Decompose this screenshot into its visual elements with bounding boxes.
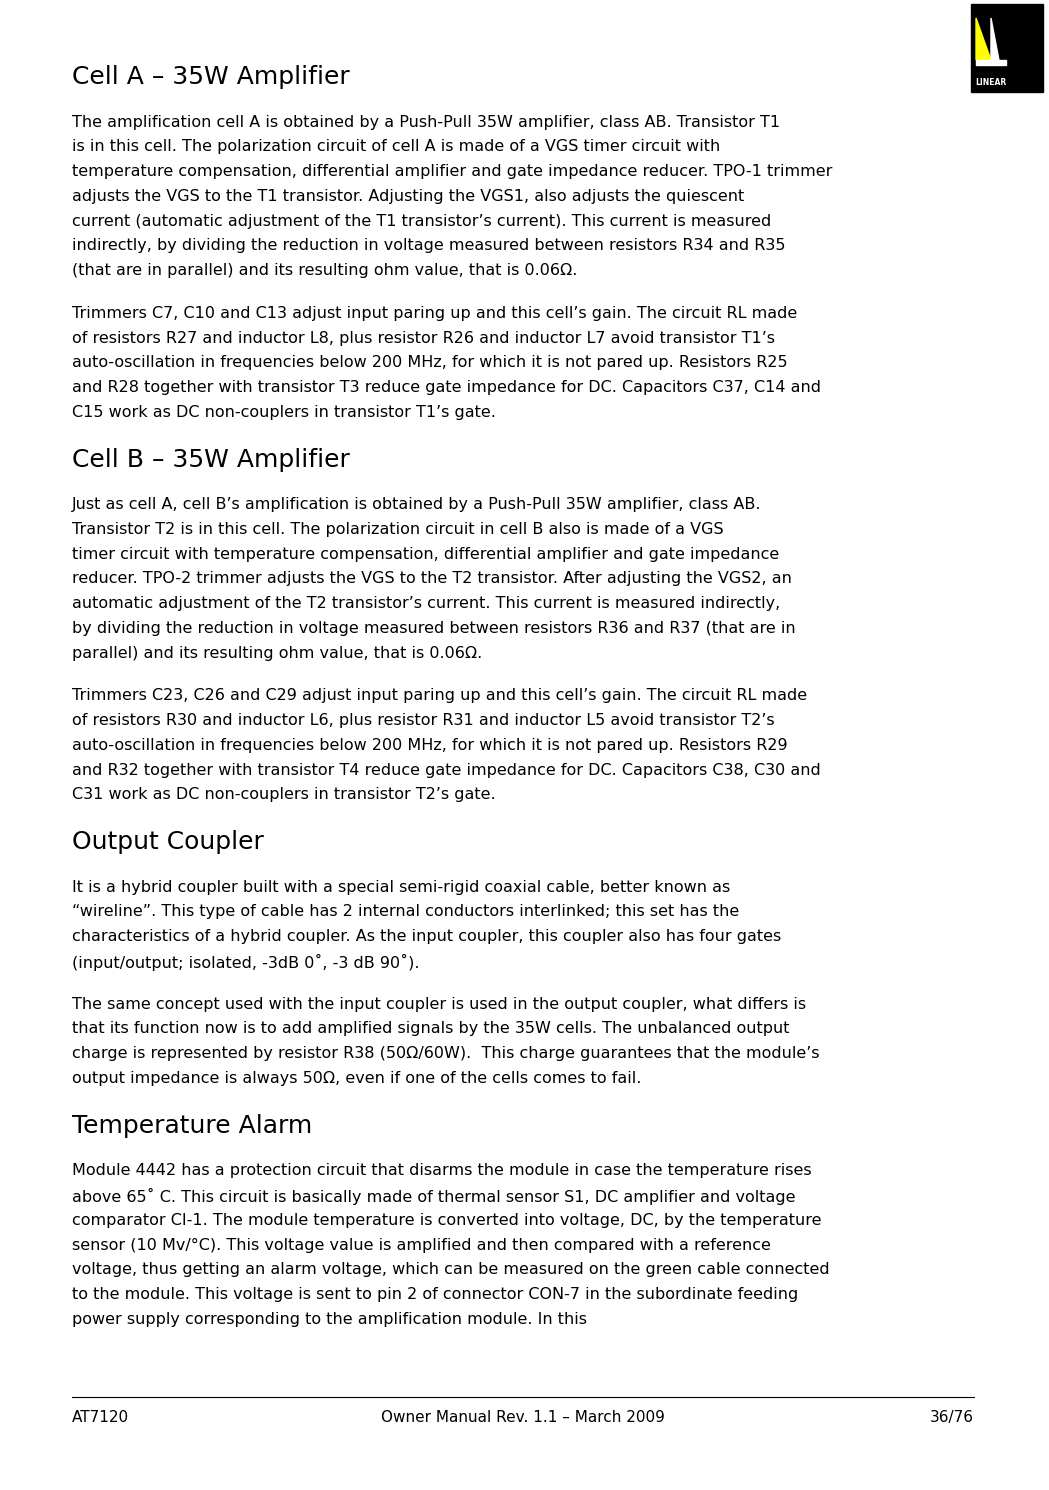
- Text: parallel) and its resulting ohm value, that is 0.06Ω.: parallel) and its resulting ohm value, t…: [71, 645, 483, 660]
- Text: (that are in parallel) and its resulting ohm value, that is 0.06Ω.: (that are in parallel) and its resulting…: [71, 264, 577, 279]
- Text: by dividing the reduction in voltage measured between resistors R36 and R37 (tha: by dividing the reduction in voltage mea…: [71, 621, 795, 636]
- Text: “wireline”. This type of cable has 2 internal conductors interlinked; this set h: “wireline”. This type of cable has 2 int…: [71, 904, 740, 919]
- Text: characteristics of a hybrid coupler. As the input coupler, this coupler also has: characteristics of a hybrid coupler. As …: [71, 930, 782, 945]
- Text: C31 work as DC non-couplers in transistor T2’s gate.: C31 work as DC non-couplers in transisto…: [71, 787, 495, 803]
- Polygon shape: [991, 18, 999, 60]
- Text: Trimmers C7, C10 and C13 adjust input paring up and this cell’s gain. The circui: Trimmers C7, C10 and C13 adjust input pa…: [71, 305, 797, 320]
- Text: that its function now is to add amplified signals by the 35W cells. The unbalanc: that its function now is to add amplifie…: [71, 1022, 789, 1037]
- Text: auto-oscillation in frequencies below 200 MHz, for which it is not pared up. Res: auto-oscillation in frequencies below 20…: [71, 738, 788, 752]
- Text: (input/output; isolated, -3dB 0˚, -3 dB 90˚).: (input/output; isolated, -3dB 0˚, -3 dB …: [71, 954, 420, 971]
- Text: of resistors R30 and inductor L6, plus resistor R31 and inductor L5 avoid transi: of resistors R30 and inductor L6, plus r…: [71, 714, 774, 729]
- Text: Trimmers C23, C26 and C29 adjust input paring up and this cell’s gain. The circu: Trimmers C23, C26 and C29 adjust input p…: [71, 688, 807, 703]
- Text: automatic adjustment of the T2 transistor’s current. This current is measured in: automatic adjustment of the T2 transisto…: [71, 596, 780, 611]
- Text: Transistor T2 is in this cell. The polarization circuit in cell B also is made o: Transistor T2 is in this cell. The polar…: [71, 522, 724, 536]
- Text: reducer. TPO-2 trimmer adjusts the VGS to the T2 transistor. After adjusting the: reducer. TPO-2 trimmer adjusts the VGS t…: [71, 571, 792, 587]
- Text: and R32 together with transistor T4 reduce gate impedance for DC. Capacitors C38: and R32 together with transistor T4 redu…: [71, 763, 820, 778]
- Text: Cell A – 35W Amplifier: Cell A – 35W Amplifier: [71, 66, 349, 89]
- Text: of resistors R27 and inductor L8, plus resistor R26 and inductor L7 avoid transi: of resistors R27 and inductor L8, plus r…: [71, 331, 775, 346]
- Text: The amplification cell A is obtained by a Push-Pull 35W amplifier, class AB. Tra: The amplification cell A is obtained by …: [71, 115, 779, 130]
- Text: The same concept used with the input coupler is used in the output coupler, what: The same concept used with the input cou…: [71, 997, 806, 1012]
- Text: timer circuit with temperature compensation, differential amplifier and gate imp: timer circuit with temperature compensat…: [71, 547, 779, 562]
- Polygon shape: [976, 18, 991, 60]
- Text: adjusts the VGS to the T1 transistor. Adjusting the VGS1, also adjusts the quies: adjusts the VGS to the T1 transistor. Ad…: [71, 189, 744, 204]
- Text: sensor (10 Mv/°C). This voltage value is amplified and then compared with a refe: sensor (10 Mv/°C). This voltage value is…: [71, 1238, 771, 1253]
- Text: auto-oscillation in frequencies below 200 MHz, for which it is not pared up. Res: auto-oscillation in frequencies below 20…: [71, 355, 788, 371]
- Text: comparator CI-1. The module temperature is converted into voltage, DC, by the te: comparator CI-1. The module temperature …: [71, 1213, 821, 1228]
- Bar: [971, 4, 1043, 92]
- Text: C15 work as DC non-couplers in transistor T1’s gate.: C15 work as DC non-couplers in transisto…: [71, 405, 496, 420]
- Text: to the module. This voltage is sent to pin 2 of connector CON-7 in the subordina: to the module. This voltage is sent to p…: [71, 1287, 798, 1302]
- Text: voltage, thus getting an alarm voltage, which can be measured on the green cable: voltage, thus getting an alarm voltage, …: [71, 1262, 830, 1277]
- Text: Temperature Alarm: Temperature Alarm: [71, 1113, 312, 1138]
- Text: above 65˚ C. This circuit is basically made of thermal sensor S1, DC amplifier a: above 65˚ C. This circuit is basically m…: [71, 1188, 795, 1205]
- Text: output impedance is always 50Ω, even if one of the cells comes to fail.: output impedance is always 50Ω, even if …: [71, 1071, 641, 1086]
- Text: power supply corresponding to the amplification module. In this: power supply corresponding to the amplif…: [71, 1311, 586, 1326]
- Text: charge is represented by resistor R38 (50Ω/60W).  This charge guarantees that th: charge is represented by resistor R38 (5…: [71, 1046, 819, 1061]
- Text: current (automatic adjustment of the T1 transistor’s current). This current is m: current (automatic adjustment of the T1 …: [71, 213, 771, 228]
- Text: indirectly, by dividing the reduction in voltage measured between resistors R34 : indirectly, by dividing the reduction in…: [71, 238, 786, 253]
- Text: Just as cell A, cell B’s amplification is obtained by a Push-Pull 35W amplifier,: Just as cell A, cell B’s amplification i…: [71, 498, 762, 513]
- Bar: [976, 60, 1006, 66]
- Text: Owner Manual Rev. 1.1 – March 2009: Owner Manual Rev. 1.1 – March 2009: [381, 1410, 665, 1424]
- Text: is in this cell. The polarization circuit of cell A is made of a VGS timer circu: is in this cell. The polarization circui…: [71, 139, 720, 155]
- Text: Module 4442 has a protection circuit that disarms the module in case the tempera: Module 4442 has a protection circuit tha…: [71, 1164, 812, 1179]
- Text: Cell B – 35W Amplifier: Cell B – 35W Amplifier: [71, 447, 349, 471]
- Text: Output Coupler: Output Coupler: [71, 830, 263, 854]
- Text: temperature compensation, differential amplifier and gate impedance reducer. TPO: temperature compensation, differential a…: [71, 164, 832, 179]
- Text: 36/76: 36/76: [930, 1410, 975, 1424]
- Text: It is a hybrid coupler built with a special semi-rigid coaxial cable, better kno: It is a hybrid coupler built with a spec…: [71, 879, 730, 894]
- Text: AT7120: AT7120: [71, 1410, 129, 1424]
- Text: LINEAR: LINEAR: [975, 77, 1006, 86]
- Text: and R28 together with transistor T3 reduce gate impedance for DC. Capacitors C37: and R28 together with transistor T3 redu…: [71, 380, 820, 395]
